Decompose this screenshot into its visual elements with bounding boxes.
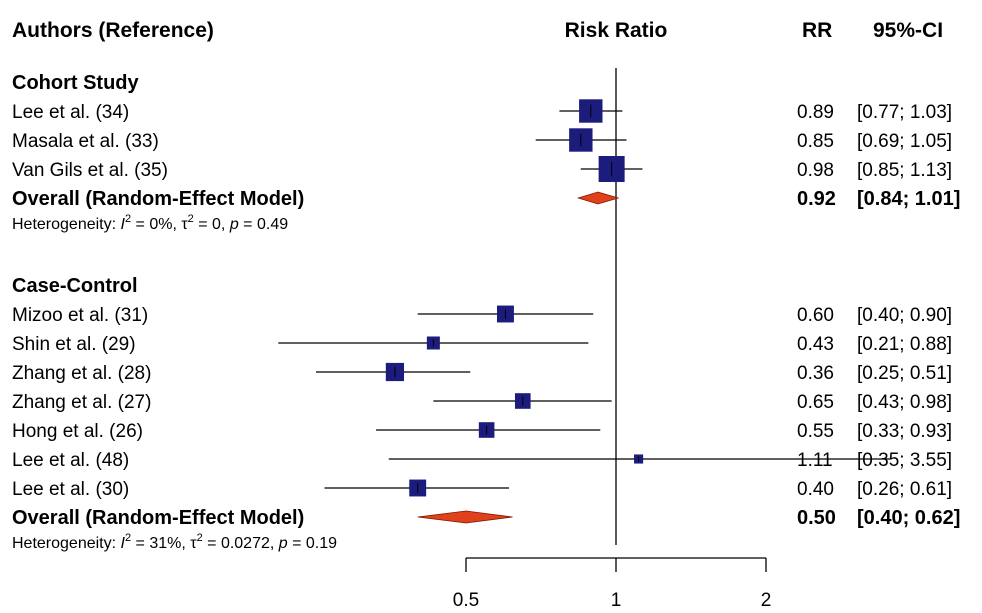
study-rr-value: 0.98 (797, 160, 834, 181)
x-tick-label: 0.5 (453, 590, 479, 611)
overall-ci-value: [0.84; 1.01] (857, 188, 960, 210)
heterogeneity-part: = 0.19 (288, 535, 337, 552)
heterogeneity-part: I (121, 535, 126, 552)
column-headers: Authors (Reference) Risk Ratio RR 95%-CI (12, 19, 943, 42)
study-ci-value: [0.21; 0.88] (857, 334, 952, 355)
study-label: Lee et al. (48) (12, 450, 129, 471)
heterogeneity-part: τ (181, 216, 188, 233)
heterogeneity-part: 2 (197, 532, 203, 544)
study-label: Van Gils et al. (35) (12, 160, 168, 181)
heterogeneity-text: Heterogeneity: I2 = 31%, τ2 = 0.0272, p … (12, 532, 337, 552)
study-label: Zhang et al. (27) (12, 392, 151, 413)
heterogeneity-part: 2 (125, 532, 131, 544)
heterogeneity-part: p (229, 216, 239, 233)
study-label: Lee et al. (30) (12, 479, 129, 500)
heterogeneity-part: τ (190, 535, 197, 552)
study-ci-value: [0.25; 0.51] (857, 363, 952, 384)
heterogeneity-part: = 0.49 (239, 216, 288, 233)
heterogeneity-part: 2 (125, 213, 131, 225)
study-ci-value: [0.40; 0.90] (857, 305, 952, 326)
heterogeneity-part: p (278, 535, 288, 552)
study-ci-value: [0.33; 0.93] (857, 421, 952, 442)
overall-diamond (417, 510, 513, 524)
heterogeneity-text: Heterogeneity: I2 = 0%, τ2 = 0, p = 0.49 (12, 213, 288, 233)
study-rr-value: 0.60 (797, 305, 834, 326)
study-ci-value: [0.35; 3.55] (857, 450, 952, 471)
overall-label: Overall (Random-Effect Model) (12, 507, 304, 529)
group-title: Case-Control (12, 275, 138, 297)
group-title: Cohort Study (12, 72, 140, 94)
study-label: Hong et al. (26) (12, 421, 143, 442)
study-rr-value: 0.65 (797, 392, 834, 413)
study-rr-value: 0.43 (797, 334, 834, 355)
study-rr-value: 0.36 (797, 363, 834, 384)
overall-diamond (576, 191, 620, 205)
study-rr-value: 0.89 (797, 102, 834, 123)
study-label: Mizoo et al. (31) (12, 305, 148, 326)
heterogeneity-part: = 0, (194, 216, 230, 233)
study-rr-value: 0.55 (797, 421, 834, 442)
study-label: Lee et al. (34) (12, 102, 129, 123)
overall-rr-value: 0.92 (797, 188, 836, 210)
x-tick-label: 1 (611, 590, 622, 611)
study-rr-value: 0.40 (797, 479, 834, 500)
header-rr: RR (802, 19, 832, 42)
header-study: Authors (Reference) (12, 19, 214, 42)
overall-label: Overall (Random-Effect Model) (12, 188, 304, 210)
study-ci-value: [0.77; 1.03] (857, 102, 952, 123)
study-ci-value: [0.43; 0.98] (857, 392, 952, 413)
study-label: Zhang et al. (28) (12, 363, 151, 384)
study-label: Shin et al. (29) (12, 334, 136, 355)
heterogeneity-part: = 0.0272, (203, 535, 279, 552)
study-label: Masala et al. (33) (12, 131, 159, 152)
x-tick-label: 2 (761, 590, 772, 611)
overall-rr-value: 0.50 (797, 507, 836, 529)
heterogeneity-part: 2 (188, 213, 194, 225)
study-ci-value: [0.69; 1.05] (857, 131, 952, 152)
heterogeneity-part: = 31%, (131, 535, 190, 552)
heterogeneity-part: Heterogeneity: (12, 535, 121, 552)
study-rr-value: 0.85 (797, 131, 834, 152)
heterogeneity-part: = 0%, (131, 216, 181, 233)
study-ci-value: [0.26; 0.61] (857, 479, 952, 500)
header-ci: 95%-CI (873, 19, 943, 42)
heterogeneity-part: Heterogeneity: (12, 216, 121, 233)
study-ci-value: [0.85; 1.13] (857, 160, 952, 181)
study-rr-value: 1.11 (797, 450, 833, 471)
header-risk-ratio: Risk Ratio (565, 19, 668, 42)
overall-ci-value: [0.40; 0.62] (857, 507, 960, 529)
heterogeneity-part: I (121, 216, 126, 233)
